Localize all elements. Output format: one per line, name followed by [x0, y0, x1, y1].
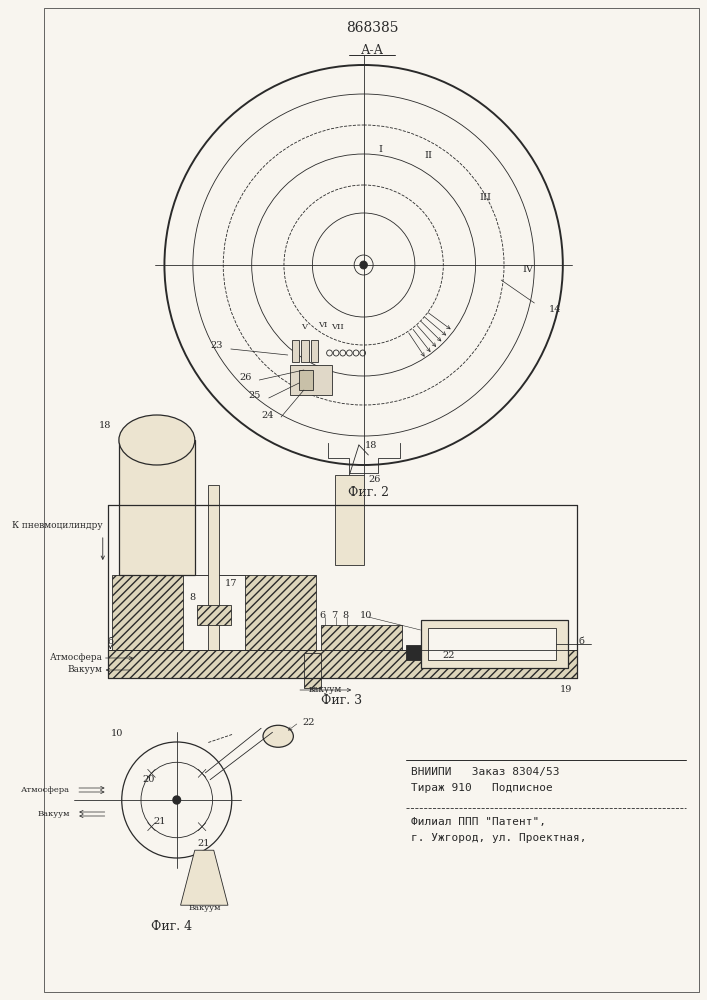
Text: Атмосфера: Атмосфера [49, 654, 103, 662]
Text: 17: 17 [225, 578, 238, 587]
Bar [421, 620, 568, 668]
Text: 10: 10 [361, 610, 373, 619]
Text: 18: 18 [99, 420, 111, 430]
Text: 21: 21 [153, 818, 166, 826]
Text: А-А: А-А [361, 43, 384, 56]
Text: 14: 14 [549, 306, 561, 314]
Text: 26: 26 [368, 476, 381, 485]
Bar [119, 440, 195, 575]
Text: VI: VI [318, 321, 327, 329]
Circle shape [122, 742, 232, 858]
Bar [290, 365, 332, 395]
Bar [112, 575, 316, 650]
Polygon shape [180, 850, 228, 905]
Text: V: V [301, 323, 307, 331]
Text: Фиг. 4: Фиг. 4 [151, 920, 192, 932]
Text: 26: 26 [240, 372, 252, 381]
Circle shape [173, 796, 180, 804]
Bar [291, 340, 299, 362]
Bar [197, 605, 230, 625]
Text: ВНИИПИ   Заказ 8304/53: ВНИИПИ Заказ 8304/53 [411, 767, 559, 777]
Text: IV: IV [522, 265, 533, 274]
Text: Фиг. 3: Фиг. 3 [321, 694, 363, 706]
Bar [407, 645, 421, 660]
Text: 868385: 868385 [346, 21, 399, 35]
Text: Вакуум: Вакуум [189, 904, 221, 912]
Bar [335, 475, 363, 565]
Text: вакуум: вакуум [309, 686, 342, 694]
Text: 22: 22 [302, 718, 315, 727]
Text: 18: 18 [365, 440, 378, 450]
Ellipse shape [263, 725, 293, 747]
Bar [107, 650, 577, 678]
Bar [428, 628, 556, 660]
Text: 8: 8 [189, 593, 196, 602]
Text: 21: 21 [197, 838, 209, 848]
Text: I: I [379, 145, 382, 154]
Text: 10: 10 [111, 730, 123, 738]
Text: 6: 6 [320, 610, 326, 619]
Text: К пневмоцилиндру: К пневмоцилиндру [12, 520, 103, 530]
Bar [299, 370, 313, 390]
Text: б: б [579, 638, 585, 647]
Text: Атмосфера: Атмосфера [21, 786, 69, 794]
Text: г. Ужгород, ул. Проектная,: г. Ужгород, ул. Проектная, [411, 833, 587, 843]
Text: II: II [424, 150, 432, 159]
Text: Фиг. 2: Фиг. 2 [348, 487, 389, 499]
Text: Вакуум: Вакуум [37, 810, 69, 818]
Text: 25: 25 [249, 390, 261, 399]
Text: 7: 7 [331, 610, 337, 619]
Ellipse shape [119, 415, 195, 465]
Text: III: III [479, 192, 491, 202]
Bar [321, 625, 402, 650]
Circle shape [360, 261, 368, 269]
Bar [183, 575, 245, 650]
Text: 8: 8 [342, 610, 349, 619]
Text: 22: 22 [443, 650, 455, 660]
Text: Тираж 910   Подписное: Тираж 910 Подписное [411, 783, 553, 793]
Text: Вакуум: Вакуум [68, 666, 103, 674]
Bar [301, 340, 309, 362]
Bar [310, 340, 318, 362]
Bar [304, 653, 321, 688]
Text: 23: 23 [211, 340, 223, 350]
Text: 19: 19 [560, 686, 572, 694]
Text: VII: VII [331, 323, 344, 331]
Text: Филиал ППП "Патент",: Филиал ППП "Патент", [411, 817, 546, 827]
Bar [208, 485, 219, 650]
Text: 24: 24 [261, 410, 274, 420]
Text: 20: 20 [142, 776, 155, 784]
Text: б: б [107, 638, 113, 647]
